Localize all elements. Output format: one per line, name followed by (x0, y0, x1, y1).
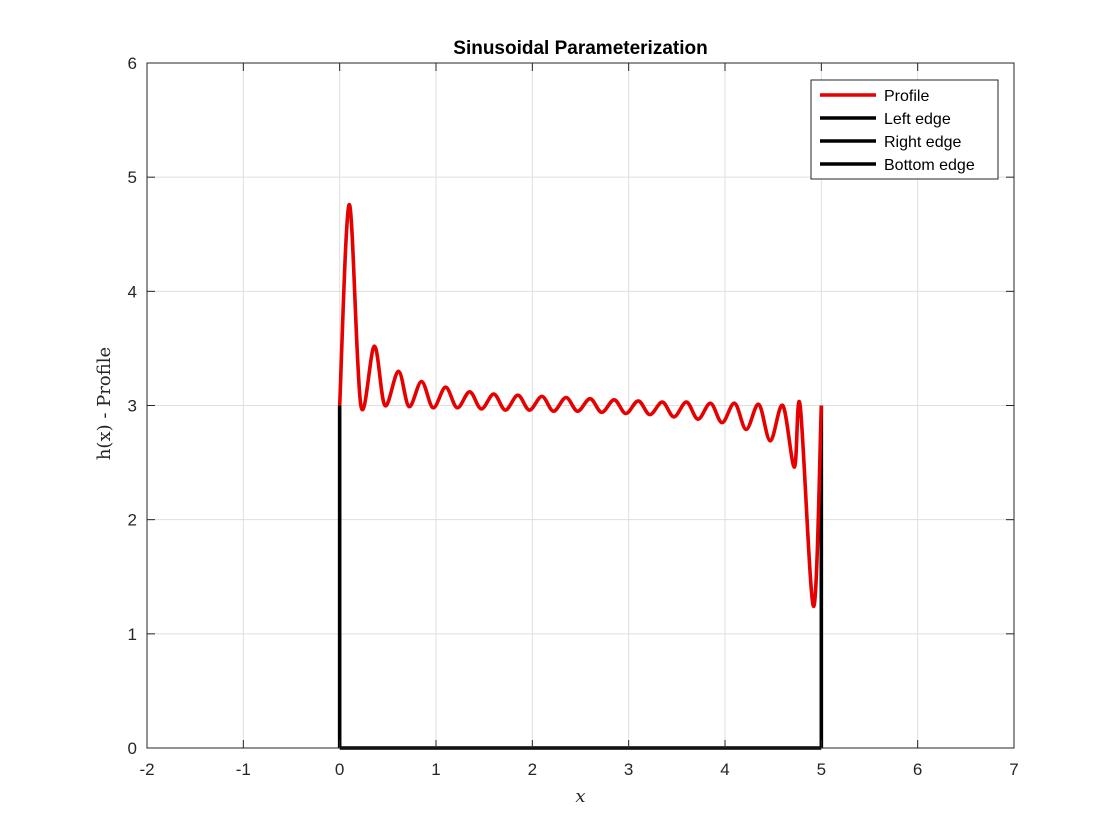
x-tick-label: 1 (431, 760, 440, 779)
y-tick-label: 1 (128, 625, 137, 644)
y-tick-label: 3 (128, 397, 137, 416)
x-tick-label: -1 (236, 760, 251, 779)
x-tick-label: 5 (817, 760, 826, 779)
legend-entry: Right edge (884, 134, 961, 151)
x-tick-label: 6 (913, 760, 922, 779)
chart-title: Sinusoidal Parameterization (453, 38, 707, 59)
legend: Profile Left edge Right edge Bottom edge (810, 79, 999, 180)
y-tick-label: 2 (128, 511, 137, 530)
series-line-profile (337, 202, 824, 609)
legend-entry: Bottom edge (884, 157, 975, 174)
legend-entry: Profile (884, 88, 929, 105)
x-tick-label: 2 (528, 760, 537, 779)
y-tick-label: 5 (128, 168, 137, 187)
y-axis-label: h(x) - Profile (94, 347, 115, 460)
tick-labels: -2 -1 0 1 2 3 4 5 6 7 0 1 2 3 4 5 6 (128, 54, 1019, 779)
x-tick-label: 0 (335, 760, 344, 779)
x-axis-label: x (575, 786, 585, 807)
legend-entry: Left edge (884, 111, 951, 128)
y-tick-label: 4 (128, 282, 137, 301)
ticks (146, 62, 1015, 749)
y-tick-label: 0 (128, 739, 137, 758)
x-tick-label: 3 (624, 760, 633, 779)
x-tick-label: 7 (1009, 760, 1018, 779)
x-tick-label: 4 (720, 760, 729, 779)
y-tick-label: 6 (128, 54, 137, 73)
x-tick-label: -2 (139, 760, 154, 779)
